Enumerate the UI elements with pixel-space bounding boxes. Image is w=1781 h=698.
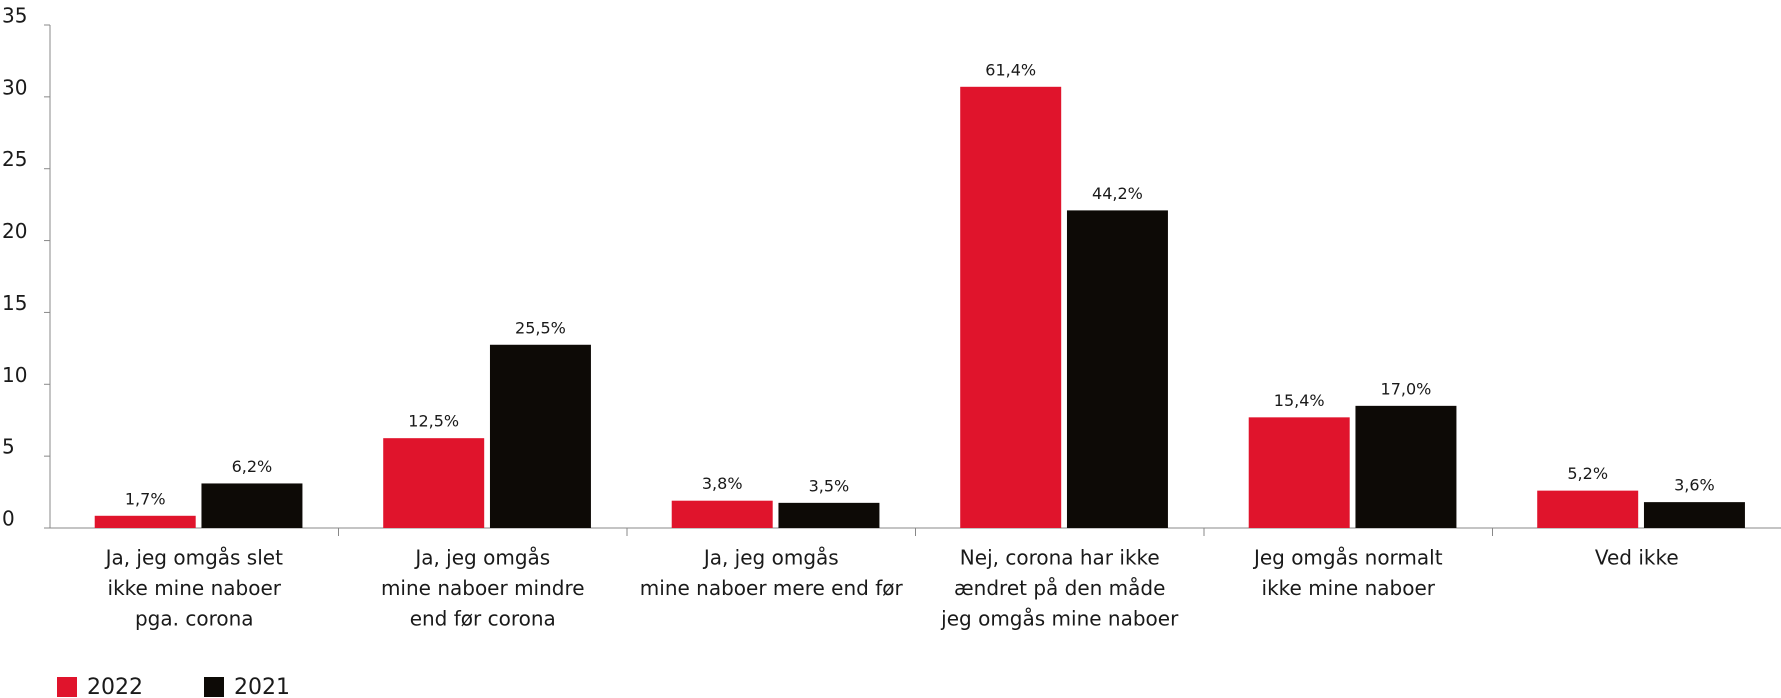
x-tick-label: Nej, corona har ikke [960,546,1160,570]
x-tick-label: ikke mine naboer [108,576,282,600]
legend-swatch [57,677,77,697]
x-tick-label: pga. corona [135,607,254,631]
x-tick-label: jeg omgås mine naboer [940,607,1179,631]
y-tick-label: 35 [2,4,27,28]
x-tick-label: Ja, jeg omgås slet [104,546,284,570]
x-tick-label: end før corona [410,607,556,631]
bar [489,344,591,528]
y-tick-label: 25 [2,147,27,171]
y-tick-label: 15 [2,291,27,315]
value-label: 3,8% [702,474,743,493]
value-label: 12,5% [408,412,459,431]
y-tick-label: 5 [2,435,15,459]
y-tick-label: 10 [2,363,27,387]
bar [671,500,773,528]
bar [383,438,485,528]
value-label: 3,6% [1674,476,1715,495]
value-label: 1,7% [125,489,166,508]
x-tick-label: ikke mine naboer [1262,576,1436,600]
x-tick-label: Ved ikke [1595,546,1679,570]
bar [1355,405,1457,528]
y-tick-label: 20 [2,219,27,243]
value-label: 3,5% [809,476,850,495]
bar [778,502,880,528]
legend-swatch [204,677,224,697]
value-label: 25,5% [515,318,566,337]
value-label: 5,2% [1567,464,1608,483]
bar [201,483,303,528]
bar [960,86,1062,528]
value-label: 15,4% [1274,391,1325,410]
x-tick-label: mine naboer mere end før [640,576,904,600]
x-tick-label: Ja, jeg omgås [702,546,839,570]
y-tick-label: 0 [2,507,15,531]
x-tick-label: Jeg omgås normalt [1252,546,1443,570]
value-label: 61,4% [985,60,1036,79]
bar [1248,417,1350,528]
bar [1643,502,1745,528]
legend-label: 2021 [234,675,290,698]
x-tick-label: Ja, jeg omgås [413,546,550,570]
bar [1066,210,1168,529]
x-tick-label: mine naboer mindre [381,576,585,600]
x-tick-label: ændret på den måde [954,576,1165,600]
value-label: 6,2% [232,457,273,476]
value-label: 44,2% [1092,184,1143,203]
legend-label: 2022 [87,675,143,698]
bar [94,515,196,528]
value-label: 17,0% [1381,379,1432,398]
bar [1537,490,1639,528]
y-tick-label: 30 [2,75,27,99]
